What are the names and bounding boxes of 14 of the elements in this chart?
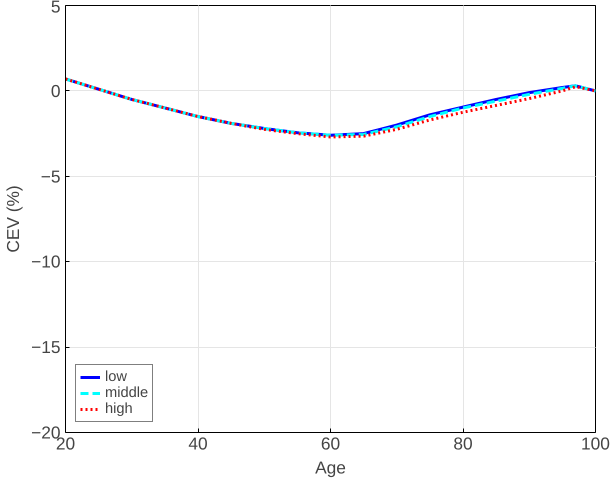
y-tick-label: 0: [50, 80, 61, 101]
legend-label: low: [105, 369, 127, 385]
y-tick-label: 5: [50, 0, 61, 16]
y-axis-title: CEV (%): [3, 185, 24, 253]
y-tick-label: −5: [40, 166, 61, 186]
legend-label: high: [105, 401, 133, 417]
y-tick-label: −15: [31, 337, 61, 358]
y-tick-label: −10: [31, 252, 61, 272]
legend-label: middle: [105, 385, 148, 401]
x-axis-title: Age: [315, 458, 346, 478]
x-tick-label: 80: [453, 434, 473, 454]
x-tick-label: 40: [188, 434, 208, 454]
x-tick-label: 60: [320, 434, 340, 454]
x-tick-label: 100: [581, 434, 610, 454]
